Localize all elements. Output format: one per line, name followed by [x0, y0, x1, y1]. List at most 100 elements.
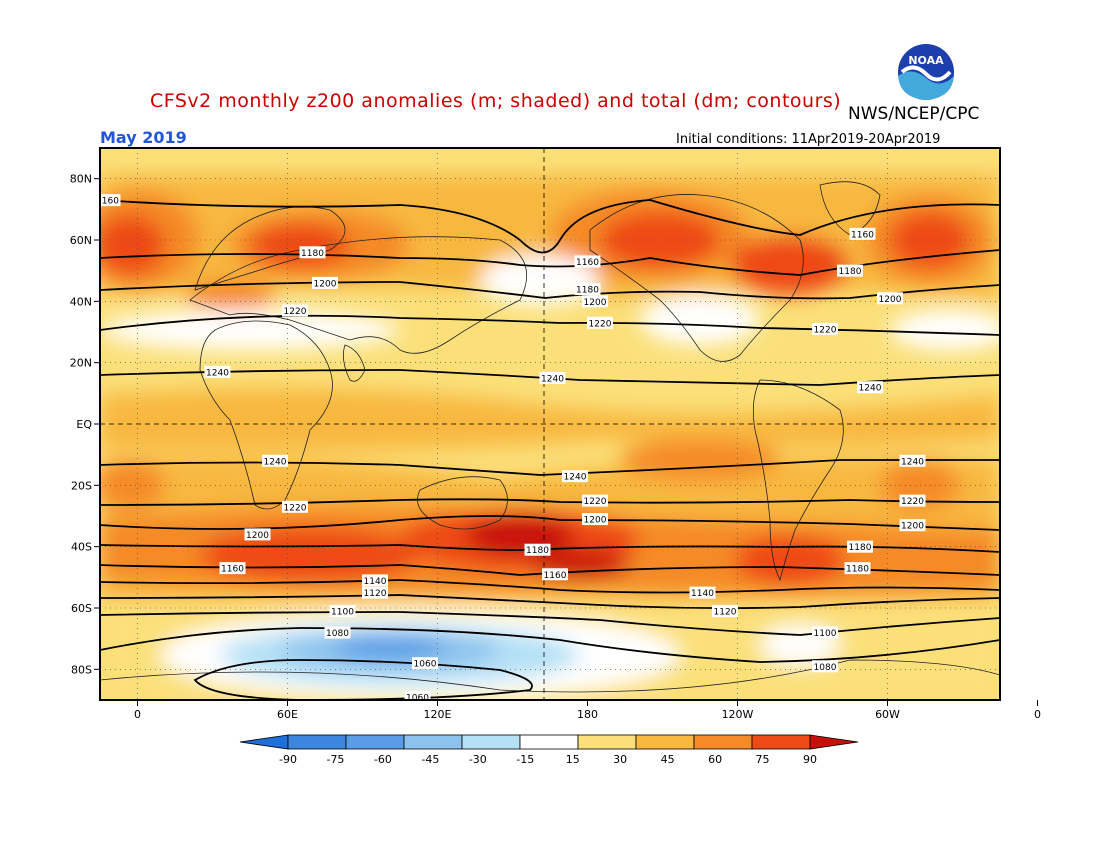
contour-1100-south	[100, 611, 1000, 636]
anomaly-center-canada	[730, 235, 850, 295]
colorbar-tick-label: -15	[516, 753, 534, 766]
contour-labels: 1240 1240 1240 1240 1240 1240 1220 1220 1220 1220…	[96, 194, 926, 703]
contour-label-text: 1180	[846, 565, 869, 575]
contour-label-bg	[329, 605, 356, 618]
contour-label-text: 1160	[96, 197, 119, 207]
contour-label-text: 1060	[414, 660, 437, 670]
anomaly-neutral-sahara	[100, 310, 400, 350]
contour-label-bg	[844, 562, 871, 575]
contour-label-text: 1220	[284, 503, 307, 513]
contour-label-bg	[812, 626, 838, 639]
colorbar-tick-label: 90	[803, 753, 817, 766]
colorbar-swatch	[345, 734, 405, 750]
colorbar-swatch	[519, 734, 579, 750]
contour-label-bg	[219, 562, 246, 575]
contour-label-bg	[524, 543, 551, 556]
contour-label: 1220	[899, 494, 926, 507]
agency-label: NWS/NCEP/CPC	[848, 104, 980, 124]
grid-lines	[100, 148, 1000, 700]
lat-tick-label: 40S	[71, 541, 92, 554]
contour-label-bg	[812, 660, 838, 673]
contour-label: 1160	[96, 194, 121, 207]
contour-label: 1160	[574, 255, 601, 268]
contour-1220-south	[100, 498, 1000, 506]
contour-label-bg	[574, 255, 601, 268]
colorbar-tick-label: -45	[421, 753, 439, 766]
coastline-greenland	[819, 181, 881, 236]
contour-label-text: 1240	[541, 375, 564, 385]
colorbar-arrow-right	[809, 734, 859, 750]
lat-tick-label: EQ	[76, 418, 92, 431]
colorbar-tick-label: 15	[566, 753, 580, 766]
contour-label-bg	[362, 574, 388, 587]
contour-label-bg	[282, 500, 308, 513]
contour-label-text: 1240	[901, 457, 924, 467]
contour-label-text: 1160	[576, 258, 599, 268]
contour-label-text: 1220	[589, 319, 612, 329]
contour-label: 1080	[324, 626, 351, 639]
contour-label-text: 1200	[314, 279, 337, 289]
coastline-north-america	[589, 194, 804, 362]
anomaly-negative-antarctic-core	[335, 636, 445, 660]
contour-label-text: 1120	[714, 608, 737, 618]
contour-label: 1180	[837, 264, 863, 277]
contour-label-text: 1200	[584, 298, 607, 308]
contour-label-bg	[899, 454, 926, 467]
lon-tick-label: 120E	[424, 708, 452, 721]
contour-label: 1060	[412, 657, 438, 670]
contour-label-bg	[899, 494, 926, 507]
contour-label-bg	[574, 283, 601, 296]
anomaly-band-tropics	[100, 388, 1000, 452]
contour-label-text: 1220	[584, 497, 607, 507]
contour-label-bg	[812, 322, 838, 335]
lon-tick-label: 0	[134, 708, 141, 721]
contour-label-text: 1220	[814, 325, 837, 335]
contour-label: 1220	[587, 316, 613, 329]
contour-label-text: 1180	[576, 286, 599, 296]
contour-label-text: 1200	[879, 295, 902, 305]
contour-label-bg	[847, 540, 873, 553]
initial-conditions: Initial conditions: 11Apr2019-20Apr2019	[676, 132, 941, 147]
contour-label-bg	[204, 365, 231, 378]
contour-label: 1180	[299, 246, 326, 259]
contour-label-bg	[562, 470, 588, 483]
contour-label: 1120	[712, 605, 738, 618]
contour-1160-south	[100, 564, 1000, 576]
lat-tick-label: 60N	[70, 234, 92, 247]
contour-label-bg	[587, 316, 613, 329]
contour-label-text: 1180	[849, 543, 872, 553]
lat-tick-label: 40N	[70, 295, 92, 308]
contour-label: 1240	[262, 454, 288, 467]
contour-label-text: 1080	[326, 629, 349, 639]
contour-1120-south	[100, 594, 1000, 610]
contour-label-text: 1140	[691, 589, 714, 599]
anomaly-center-indian-ocean	[200, 527, 420, 583]
lon-tick-label: 120W	[722, 708, 754, 721]
contour-label-bg	[299, 246, 326, 259]
contour-label-text: 1180	[301, 249, 324, 259]
contour-label: 1180	[844, 562, 871, 575]
contour-label: 1240	[899, 454, 926, 467]
coastline-india	[342, 344, 366, 382]
lat-tick-label: 20S	[71, 479, 92, 492]
colorbar-swatch	[693, 734, 753, 750]
contour-1140-south	[100, 579, 1000, 594]
contour-label-bg	[689, 586, 716, 599]
contour-label-bg	[582, 494, 608, 507]
colorbar-tick-label: 30	[613, 753, 627, 766]
contour-label-bg	[404, 690, 431, 700]
contour-label: 1200	[582, 513, 608, 526]
contour-label-text: 1060	[406, 693, 429, 703]
contour-label-text: 1200	[246, 531, 269, 541]
contour-label-text: 1120	[364, 589, 387, 599]
contour-label-text: 1160	[221, 565, 244, 575]
colorbar-arrow-left	[239, 734, 289, 750]
anomaly-neutral-east-atlantic	[890, 310, 1000, 350]
contour-label: 1180	[524, 543, 551, 556]
contour-label-text: 1180	[839, 267, 862, 277]
anomaly-center-atlantic-core	[100, 215, 165, 275]
contour-label-bg	[262, 454, 288, 467]
noaa-logo-icon: NOAA	[898, 44, 954, 100]
contour-label: 1240	[857, 381, 883, 394]
contour-label: 1220	[282, 304, 308, 317]
